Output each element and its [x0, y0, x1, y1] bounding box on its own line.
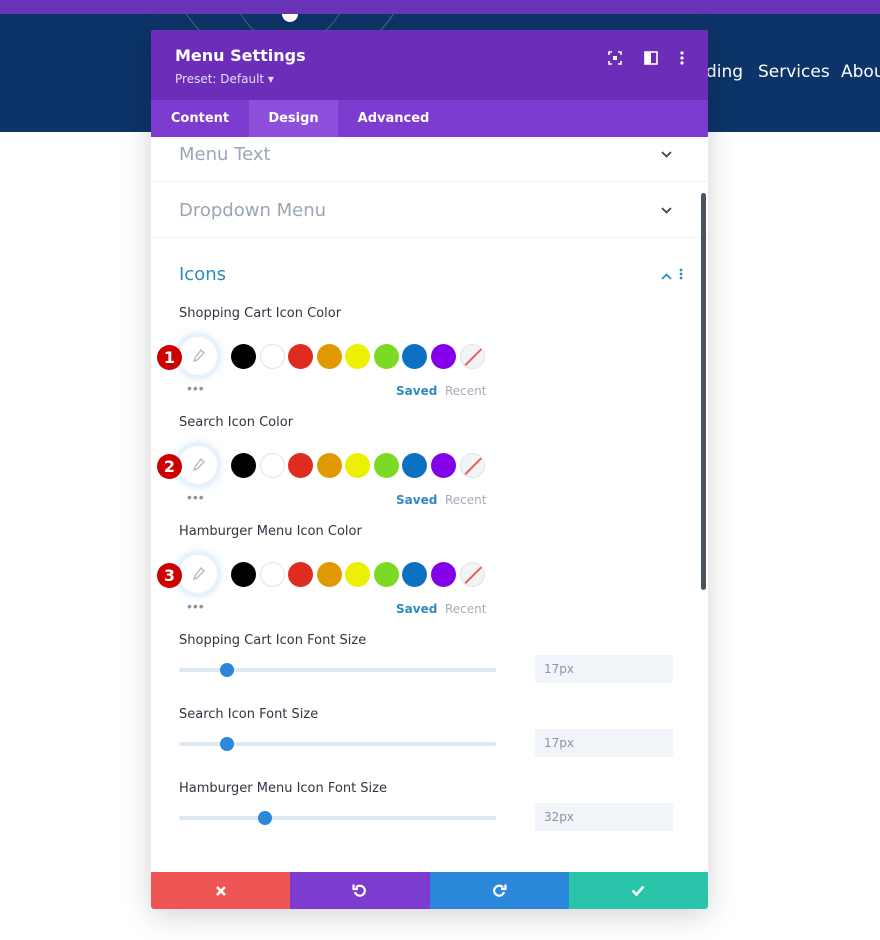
search-icon-font-size-label: Search Icon Font Size	[179, 707, 319, 722]
tab-bar: Content Design Advanced	[151, 100, 708, 137]
more-dots-icon[interactable]: •••	[187, 380, 205, 396]
swatch-black[interactable]	[231, 562, 256, 587]
checkmark-icon	[631, 885, 645, 896]
section-title-menu-text: Menu Text	[179, 144, 271, 165]
swatch-purple[interactable]	[431, 453, 456, 478]
panel-title: Menu Settings	[175, 46, 306, 65]
logo-dot	[282, 14, 298, 22]
slider-handle[interactable]	[219, 663, 234, 677]
annotation-marker-1: 1	[157, 345, 182, 370]
saved-tab[interactable]: Saved	[396, 602, 438, 616]
recent-tab[interactable]: Recent	[445, 602, 487, 616]
shopping-cart-font-size-input[interactable]: 17px	[535, 655, 673, 683]
preset-dropdown[interactable]: Preset: Default ▾	[175, 72, 274, 86]
swatch-none-icon[interactable]	[460, 344, 485, 369]
swatch-none-icon[interactable]	[460, 562, 485, 587]
search-font-size-input[interactable]: 17px	[535, 729, 673, 757]
tab-design[interactable]: Design	[249, 100, 338, 137]
swatch-yellow[interactable]	[345, 562, 370, 587]
section-title-dropdown-menu: Dropdown Menu	[179, 200, 327, 221]
swatch-white[interactable]	[260, 344, 285, 369]
tab-advanced[interactable]: Advanced	[357, 111, 430, 126]
panel-scrollbar[interactable]	[701, 193, 706, 590]
annotation-marker-2: 2	[157, 454, 182, 479]
swatch-purple[interactable]	[431, 562, 456, 587]
nav-link-building[interactable]: ding	[706, 62, 744, 82]
eyedropper-picker-button[interactable]	[179, 555, 217, 593]
eyedropper-picker-button[interactable]	[179, 446, 217, 484]
hamburger-menu-icon-font-size-label: Hamburger Menu Icon Font Size	[179, 781, 387, 796]
hamburger-font-size-input[interactable]: 32px	[535, 803, 673, 831]
eyedropper-icon	[192, 349, 205, 363]
cancel-button[interactable]	[151, 872, 291, 909]
swatch-none-icon[interactable]	[460, 453, 485, 478]
section-title-icons[interactable]: Icons	[179, 264, 227, 285]
section-menu-text[interactable]: Menu Text	[151, 137, 708, 182]
hamburger-font-size-slider[interactable]	[179, 811, 496, 825]
save-button[interactable]	[568, 872, 708, 909]
eyedropper-icon	[192, 567, 205, 581]
swatch-white[interactable]	[260, 562, 285, 587]
settings-panel: Menu Settings Preset: Default ▾ Content …	[151, 30, 708, 909]
site-top-strip	[0, 0, 880, 14]
nav-link-about[interactable]: Abou	[841, 62, 880, 82]
close-icon	[215, 885, 226, 896]
layout-split-icon[interactable]	[641, 48, 661, 68]
nav-link-services[interactable]: Services	[758, 62, 830, 82]
swatch-blue[interactable]	[402, 562, 427, 587]
swatch-blue[interactable]	[402, 453, 427, 478]
undo-icon	[352, 884, 367, 897]
more-dots-icon[interactable]: •••	[187, 598, 205, 614]
search-font-size-slider[interactable]	[179, 737, 496, 751]
redo-button[interactable]	[429, 872, 569, 909]
swatch-red[interactable]	[288, 562, 313, 587]
panel-footer	[151, 872, 708, 909]
annotation-marker-3: 3	[157, 563, 182, 588]
eyedropper-icon	[192, 458, 205, 472]
swatch-white[interactable]	[260, 453, 285, 478]
chevron-down-icon[interactable]	[656, 202, 676, 222]
search-icon-color-label: Search Icon Color	[179, 415, 294, 430]
chevron-down-icon[interactable]	[656, 146, 676, 166]
swatch-black[interactable]	[231, 344, 256, 369]
undo-button[interactable]	[290, 872, 430, 909]
swatch-green[interactable]	[374, 453, 399, 478]
shopping-cart-icon-font-size-label: Shopping Cart Icon Font Size	[179, 633, 367, 648]
section-dropdown-menu[interactable]: Dropdown Menu	[151, 182, 708, 238]
focus-icon[interactable]	[605, 48, 625, 68]
swatch-green[interactable]	[374, 562, 399, 587]
swatch-red[interactable]	[288, 453, 313, 478]
shopping-cart-font-size-slider[interactable]	[179, 663, 496, 677]
shopping-cart-icon-color-label: Shopping Cart Icon Color	[179, 306, 342, 321]
swatch-green[interactable]	[374, 344, 399, 369]
swatch-orange[interactable]	[317, 562, 342, 587]
hamburger-menu-icon-color-label: Hamburger Menu Icon Color	[179, 524, 362, 539]
swatch-blue[interactable]	[402, 344, 427, 369]
swatch-black[interactable]	[231, 453, 256, 478]
swatch-yellow[interactable]	[345, 453, 370, 478]
more-vertical-icon[interactable]	[677, 268, 685, 288]
swatch-red[interactable]	[288, 344, 313, 369]
chevron-up-icon[interactable]	[656, 268, 676, 288]
more-dots-icon[interactable]: •••	[187, 489, 205, 505]
eyedropper-picker-button[interactable]	[179, 337, 217, 375]
slider-handle[interactable]	[257, 811, 272, 825]
swatch-orange[interactable]	[317, 344, 342, 369]
panel-header: Menu Settings Preset: Default ▾	[151, 30, 708, 100]
tab-content[interactable]: Content	[170, 111, 230, 126]
swatch-orange[interactable]	[317, 453, 342, 478]
slider-handle[interactable]	[219, 737, 234, 751]
saved-tab[interactable]: Saved	[396, 384, 438, 398]
swatch-purple[interactable]	[431, 344, 456, 369]
saved-tab[interactable]: Saved	[396, 493, 438, 507]
redo-icon	[492, 884, 507, 897]
recent-tab[interactable]: Recent	[445, 384, 487, 398]
more-vertical-icon[interactable]	[672, 48, 692, 68]
swatch-yellow[interactable]	[345, 344, 370, 369]
recent-tab[interactable]: Recent	[445, 493, 487, 507]
